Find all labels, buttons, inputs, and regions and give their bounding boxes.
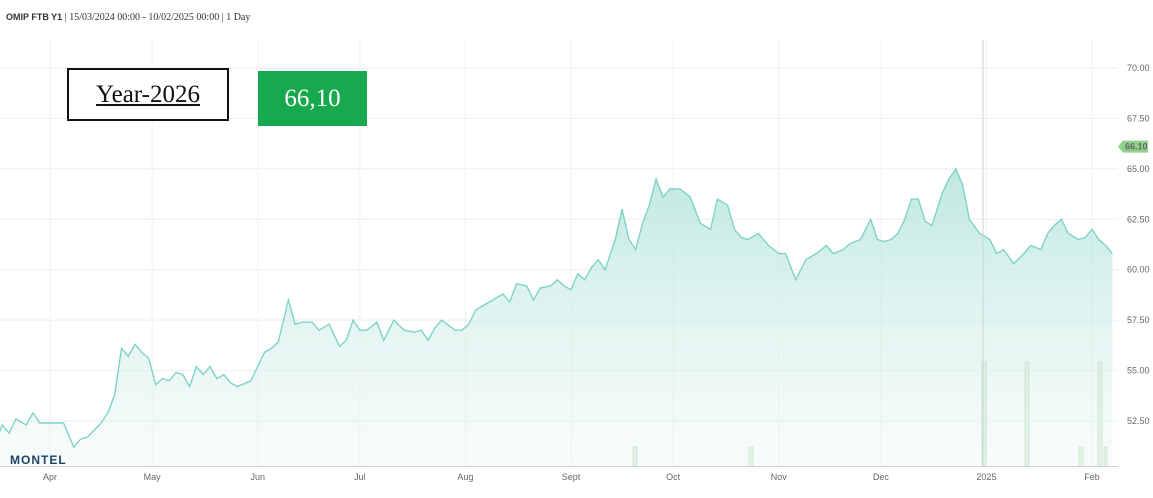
year-label: Year-2026	[96, 80, 200, 108]
price-area	[0, 168, 1113, 466]
price-line	[0, 167, 1113, 449]
y-tick-label: 70.00	[1127, 63, 1150, 73]
instrument-symbol: OMIP FTB Y1	[6, 12, 63, 22]
y-tick-label: 65.00	[1127, 164, 1150, 174]
x-tick-label: May	[144, 472, 162, 482]
x-tick-label: Aug	[457, 472, 473, 482]
y-tick-label: 55.00	[1127, 366, 1150, 376]
x-tick-label: Nov	[771, 472, 788, 482]
year-label-box: Year-2026	[67, 68, 229, 121]
x-tick-label: Feb	[1084, 472, 1100, 482]
montel-logo: MONTEL	[10, 453, 67, 467]
y-tick-label: 57.50	[1127, 315, 1150, 325]
x-tick-label: Oct	[666, 472, 681, 482]
price-value-box: 66,10	[258, 71, 367, 126]
y-tick-label: 60.00	[1127, 265, 1150, 275]
y-axis: 52.50 55.00 57.50 60.00 62.50 65.00 67.50 70.00	[1127, 63, 1150, 426]
price-value: 66,10	[284, 84, 341, 112]
date-range: | 15/03/2024 00:00 - 10/02/2025 00:00 | …	[62, 12, 251, 23]
last-value-badge: 66.10	[1118, 140, 1148, 153]
chart-header: OMIP FTB Y1 | 15/03/2024 00:00 - 10/02/2…	[6, 12, 250, 23]
x-tick-label: 2025	[976, 472, 996, 482]
x-axis: MarAprMayJunJulAugSeptOctNovDec2025Feb	[0, 466, 1118, 482]
y-tick-label: 62.50	[1127, 214, 1150, 224]
x-tick-label: Jul	[354, 472, 366, 482]
last-value-label: 66.10	[1125, 142, 1148, 152]
y-tick-label: 67.50	[1127, 113, 1150, 123]
x-tick-label: Dec	[873, 472, 890, 482]
y-tick-label: 52.50	[1127, 416, 1150, 426]
x-tick-label: Apr	[43, 472, 57, 482]
x-tick-label: Jun	[250, 472, 265, 482]
x-tick-label: Sept	[562, 472, 581, 482]
